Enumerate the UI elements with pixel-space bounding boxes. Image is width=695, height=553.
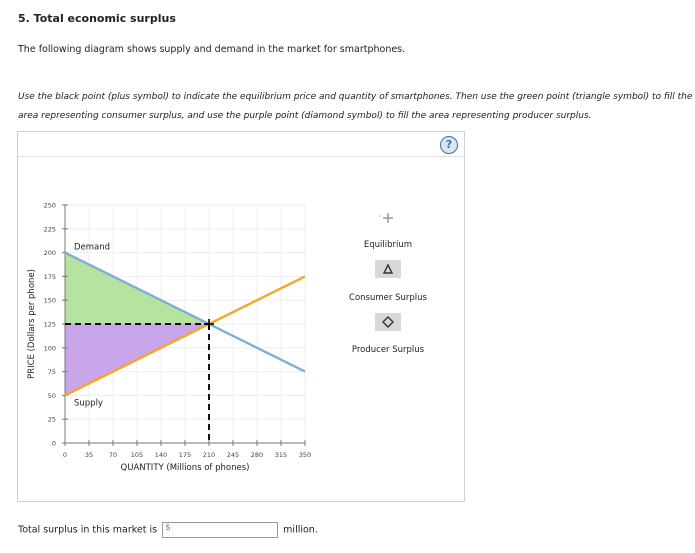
x-tick-label: 0 (63, 451, 67, 459)
triangle-icon (382, 263, 394, 274)
y-tick-label: 50 (48, 392, 56, 400)
answer-suffix: million. (283, 524, 318, 536)
answer-prefix: Total surplus in this market is (18, 524, 158, 536)
supply-label: Supply (74, 398, 103, 408)
x-tick-label: 140 (155, 451, 167, 459)
question-title: 5. Total economic surplus (18, 12, 176, 25)
answer-row: Total surplus in this market is $ millio… (18, 522, 318, 538)
x-tick-label: 280 (251, 451, 263, 459)
question-intro: The following diagram shows supply and d… (18, 44, 406, 55)
x-tick-label: 35 (85, 451, 93, 459)
x-tick-label: 350 (299, 451, 311, 459)
graph-panel: ? 0 25 50 75 100 125 150 175 200 225 250 0 35 70 105 14… (17, 131, 465, 502)
currency-symbol: $ (165, 523, 171, 533)
question-instructions: Use the black point (plus symbol) to ind… (18, 92, 693, 121)
help-icon[interactable]: ? (440, 136, 458, 154)
x-axis-label: QUANTITY (Millions of phones) (121, 463, 250, 473)
demand-label: Demand (74, 243, 110, 253)
producer-surplus-tool-label: Producer Surplus (351, 345, 425, 355)
y-tick-label: 100 (44, 344, 56, 352)
y-tick-label: 150 (44, 297, 56, 305)
y-axis-label: PRICE (Dollars per phone) (27, 269, 37, 379)
equilibrium-tool-label: Equilibrium (363, 240, 413, 250)
consumer-surplus-tool-label: Consumer Surplus (349, 293, 427, 303)
consumer-surplus-tool[interactable] (375, 260, 401, 278)
x-tick-label: 315 (275, 451, 287, 459)
demand-curve (64, 251, 306, 373)
total-surplus-input[interactable] (173, 523, 274, 535)
y-tick-label: 200 (44, 249, 56, 257)
producer-surplus-tool[interactable] (375, 313, 401, 331)
y-tick-label: 0 (52, 440, 56, 448)
y-tick-label: 125 (44, 321, 56, 329)
y-tick-label: 250 (44, 202, 56, 210)
total-surplus-field[interactable]: $ (162, 522, 279, 538)
x-tick-label: 70 (109, 451, 117, 459)
x-tick-label: 105 (131, 451, 143, 459)
supply-curve (64, 275, 306, 397)
y-tick-label: 25 (48, 416, 56, 424)
y-tick-label: 75 (48, 368, 56, 376)
graph-panel-toolbar: ? (18, 132, 464, 157)
x-tick-label: 175 (179, 451, 191, 459)
supply-demand-chart[interactable]: 0 25 50 75 100 125 150 175 200 225 250 0 35 70 105 140 1… (18, 132, 464, 501)
y-tick-label: 175 (44, 273, 56, 281)
x-tick-label: 210 (203, 451, 215, 459)
x-tick-label: 245 (227, 451, 239, 459)
y-tick-label: 225 (44, 225, 56, 233)
diamond-icon (382, 316, 394, 328)
